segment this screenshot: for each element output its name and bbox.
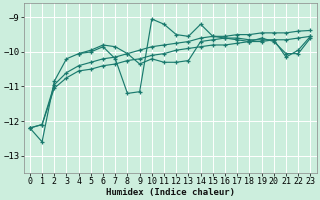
X-axis label: Humidex (Indice chaleur): Humidex (Indice chaleur) xyxy=(106,188,235,197)
